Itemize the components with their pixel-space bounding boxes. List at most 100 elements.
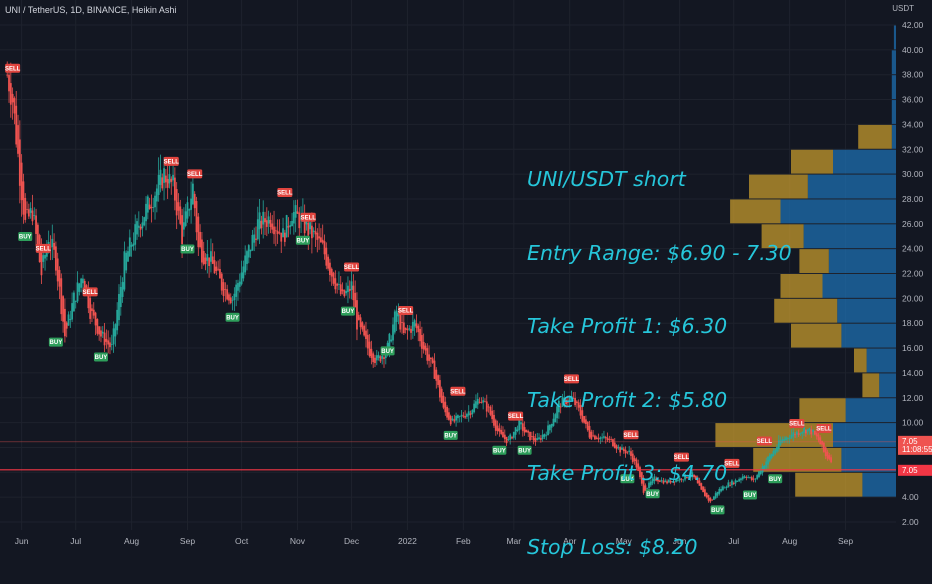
candle-body bbox=[231, 299, 234, 301]
candle-body bbox=[186, 202, 189, 219]
candle-body bbox=[621, 447, 623, 450]
candle-body bbox=[700, 483, 703, 490]
candle-body bbox=[741, 476, 744, 480]
candle-body bbox=[557, 400, 560, 413]
candle-body bbox=[521, 423, 524, 431]
candle-body bbox=[121, 282, 124, 297]
candle-body bbox=[6, 74, 9, 76]
candle-body bbox=[383, 357, 385, 359]
signal-text: SELL bbox=[301, 215, 317, 221]
candle-body bbox=[251, 234, 254, 251]
candle-body bbox=[31, 210, 34, 222]
candle-body bbox=[736, 480, 739, 482]
candle-body bbox=[26, 208, 28, 210]
candle-body bbox=[462, 415, 465, 417]
candle-body bbox=[639, 467, 641, 478]
sell-signal: SELL bbox=[187, 169, 203, 179]
volume-profile-bar bbox=[891, 50, 896, 75]
candle-body bbox=[184, 211, 187, 226]
candle-body bbox=[312, 230, 315, 232]
candle-body bbox=[157, 174, 160, 195]
candle-body bbox=[395, 310, 398, 322]
candle-body bbox=[356, 300, 358, 330]
volume-profile-bar bbox=[893, 25, 896, 50]
time-tick-label: Feb bbox=[456, 536, 471, 546]
candle-body bbox=[280, 232, 283, 242]
candle-body bbox=[714, 493, 717, 499]
candle-body bbox=[776, 446, 778, 452]
candle-body bbox=[821, 440, 823, 445]
candle-body bbox=[273, 226, 275, 235]
candle-body bbox=[289, 225, 292, 227]
volume-profile-bar bbox=[795, 472, 863, 497]
signal-badge bbox=[443, 430, 458, 440]
candle-body bbox=[675, 479, 677, 482]
volume-profile-bar bbox=[807, 174, 896, 199]
candle-body bbox=[729, 484, 732, 486]
sell-signal: SELL bbox=[163, 156, 179, 166]
price-tick-label: 22.00 bbox=[902, 269, 924, 279]
signal-badge bbox=[623, 430, 639, 440]
candle-body bbox=[615, 445, 618, 450]
candle-body bbox=[644, 485, 647, 491]
candle-body bbox=[137, 225, 140, 228]
volume-profile-bar bbox=[841, 447, 896, 472]
candle-body bbox=[163, 168, 165, 183]
price-tick-label: 28.00 bbox=[902, 194, 924, 204]
candle-body bbox=[680, 479, 683, 480]
candle-body bbox=[181, 215, 183, 245]
candle-body bbox=[177, 202, 180, 211]
candle-body bbox=[817, 434, 820, 441]
candle-body bbox=[822, 442, 825, 452]
candle-body bbox=[747, 477, 750, 479]
buy-signal: BUY bbox=[645, 489, 660, 499]
candle-body bbox=[471, 410, 474, 415]
candle-body bbox=[114, 324, 117, 337]
candle-body bbox=[603, 436, 605, 438]
candle-body bbox=[128, 237, 131, 257]
candle-body bbox=[240, 272, 243, 285]
time-tick-label: Jul bbox=[70, 536, 81, 546]
signal-text: BUY bbox=[711, 508, 724, 514]
signal-badge bbox=[340, 306, 355, 316]
buy-signal: BUY bbox=[48, 337, 63, 347]
candle-body bbox=[330, 268, 333, 277]
candle-body bbox=[327, 256, 330, 269]
candle-body bbox=[731, 480, 733, 486]
candle-body bbox=[73, 292, 75, 312]
signal-badge bbox=[673, 452, 689, 462]
candle-body bbox=[676, 480, 679, 482]
signal-text: BUY bbox=[19, 235, 32, 241]
buy-signal: BUY bbox=[768, 474, 783, 484]
candle-body bbox=[595, 437, 598, 440]
candle-body bbox=[448, 412, 450, 420]
candle-body bbox=[208, 257, 211, 266]
candle-body bbox=[159, 169, 162, 185]
candle-body bbox=[795, 431, 798, 435]
candle-body bbox=[617, 447, 620, 448]
signal-badge bbox=[18, 232, 33, 242]
candle-body bbox=[201, 239, 203, 263]
candle-body bbox=[588, 425, 591, 438]
candle-body bbox=[148, 204, 151, 210]
candle-body bbox=[707, 495, 710, 501]
candle-body bbox=[579, 404, 582, 416]
candle-body bbox=[516, 429, 519, 431]
candle-body bbox=[662, 480, 665, 484]
volume-profile-bar bbox=[799, 398, 846, 423]
signal-badge bbox=[163, 156, 179, 166]
sell-signal: SELL bbox=[724, 458, 740, 468]
volume-profile-bar bbox=[837, 298, 896, 323]
candle-body bbox=[13, 98, 16, 114]
candle-body bbox=[743, 476, 746, 478]
candle-body bbox=[175, 189, 178, 216]
price-chart[interactable]: SELL BUY SELL BUY SELL BUY SELL BUY SELL BUY SELL B… bbox=[0, 0, 932, 550]
candle-body bbox=[202, 251, 205, 265]
candle-body bbox=[437, 375, 439, 385]
time-axis[interactable]: Jun Jul Aug Sep Oct Nov Dec 2022 Feb Mar Apr May Jun… bbox=[15, 536, 854, 546]
signal-text: SELL bbox=[187, 172, 203, 178]
candle-body bbox=[253, 234, 256, 243]
candle-body bbox=[370, 348, 373, 358]
candle-body bbox=[233, 293, 236, 301]
